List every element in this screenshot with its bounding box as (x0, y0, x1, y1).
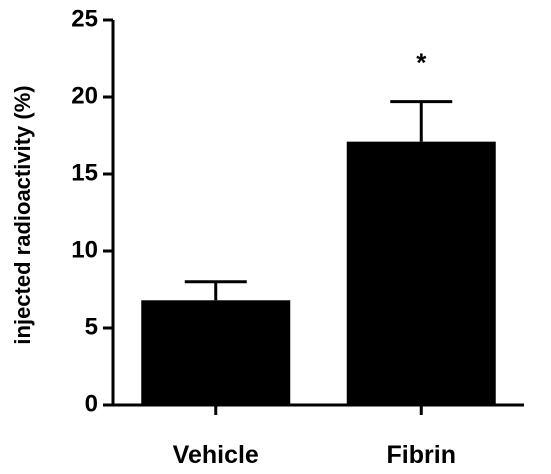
bar-fibrin (346, 141, 496, 405)
y-tick-label: 10 (71, 236, 98, 263)
x-tick-label: Fibrin (387, 441, 456, 469)
y-axis-title: injected radioactivity (%) (10, 85, 35, 344)
x-tick-label: Vehicle (173, 441, 259, 469)
y-tick-label: 5 (85, 313, 98, 340)
significance-marker: * (416, 48, 427, 78)
y-tick-label: 0 (85, 390, 98, 417)
y-tick-label: 20 (71, 82, 98, 109)
y-tick-label: 25 (71, 5, 98, 32)
bar-vehicle (141, 300, 291, 405)
y-tick-label: 15 (71, 159, 98, 186)
